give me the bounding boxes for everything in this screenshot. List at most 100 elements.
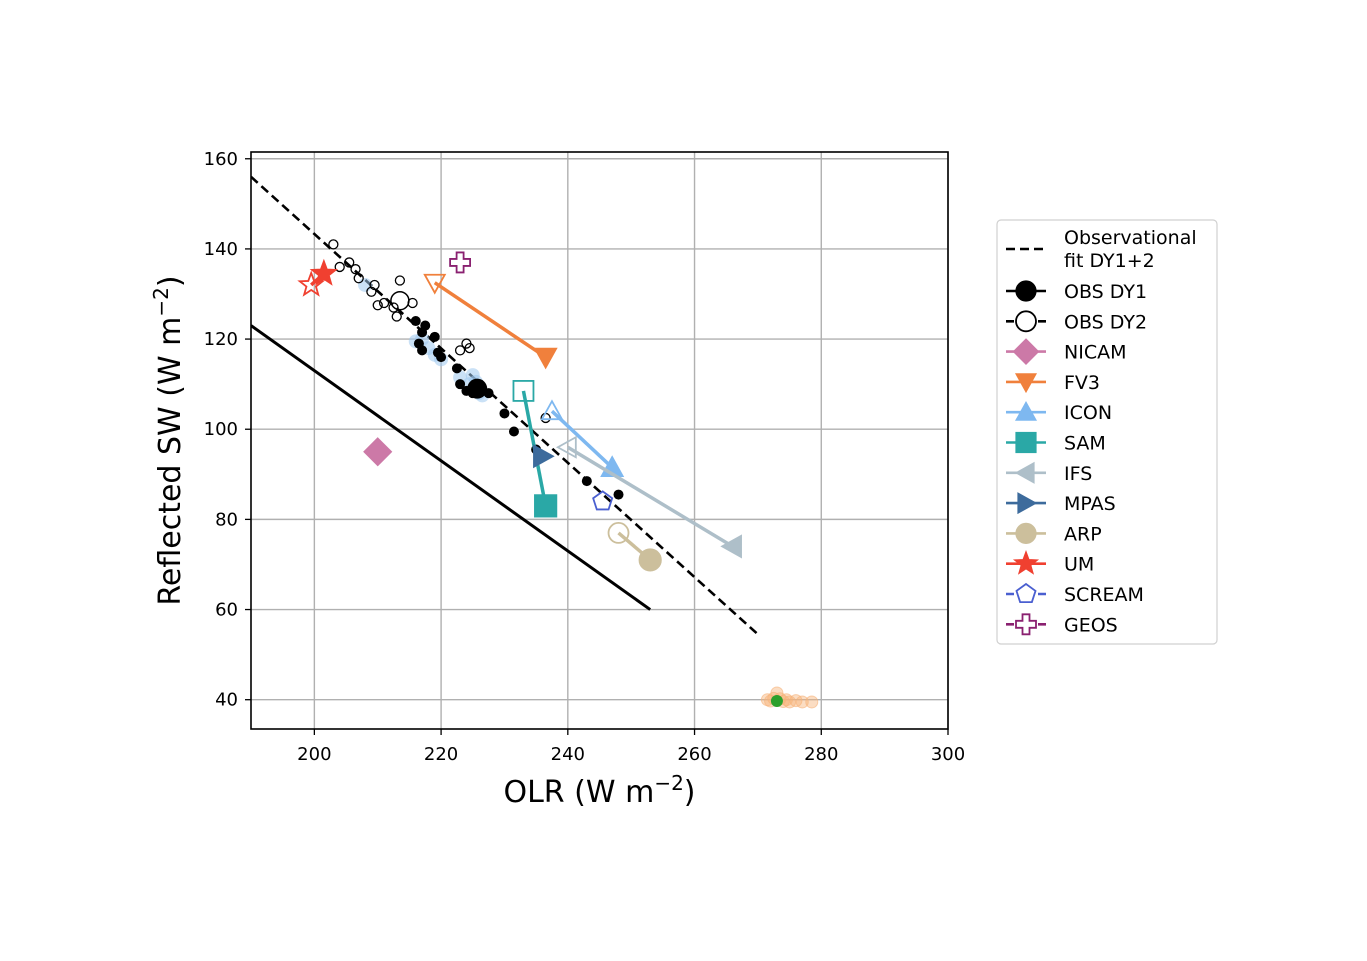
x-tick-label: 300	[931, 744, 965, 765]
obs-dy1-point	[436, 352, 447, 363]
legend-marker	[1017, 492, 1038, 515]
x-tick-label: 260	[677, 744, 711, 765]
y-tick-label: 140	[204, 239, 238, 260]
geos-dy2-marker	[449, 251, 472, 274]
legend-box	[996, 219, 1218, 645]
obs-dy1-point	[451, 363, 462, 374]
legend-label: ARP	[1064, 523, 1102, 545]
legend-marker	[1015, 522, 1037, 545]
obs-dy2-point	[328, 239, 339, 250]
legend-marker	[1012, 338, 1040, 365]
nicam-dy1-marker	[363, 437, 393, 467]
arp-dy2-marker	[607, 522, 630, 544]
obs-dy2-point	[464, 342, 475, 354]
obs-dy2-point	[391, 311, 402, 322]
legend-label: MPAS	[1064, 493, 1116, 515]
legend-label: Observational	[1064, 227, 1197, 249]
y-tick-label: 160	[204, 149, 238, 170]
legend-label: SAM	[1064, 433, 1106, 455]
legend-marker	[1015, 310, 1037, 333]
y-tick-label: 80	[215, 509, 238, 530]
legend-marker-bg	[1014, 612, 1038, 637]
legend-entry-5: FV3	[1006, 372, 1100, 394]
axis-ticks: 200 220 240 260 280 300 40 60 80 100 120 140 160	[204, 149, 966, 765]
fit-lines	[251, 175, 759, 636]
ifs-connector	[566, 445, 734, 548]
obs-dy2-point	[369, 279, 380, 291]
x-tick-label: 280	[804, 744, 838, 765]
legend-label: GEOS	[1064, 614, 1118, 636]
scream-dy2-marker	[592, 490, 614, 511]
obs-dy2-point	[372, 300, 383, 311]
legend-label: IFS	[1064, 463, 1092, 485]
legend-marker-bg	[1014, 309, 1038, 334]
obs-dy2-point	[366, 286, 377, 297]
obs-dy1-point	[499, 408, 510, 419]
obs-dy2-point	[334, 261, 345, 273]
legend-marker	[1014, 373, 1038, 394]
green-point	[770, 695, 783, 708]
obs-dy2-point	[350, 264, 361, 275]
obs-dy2-mean	[390, 291, 410, 311]
legend-marker	[1014, 461, 1035, 484]
plot-frame	[250, 151, 949, 730]
y-tick-label: 100	[204, 419, 238, 440]
legend-marker	[1015, 613, 1037, 636]
legend-entry-4: NICAM	[1006, 338, 1126, 365]
legend-entry-13: GEOS	[1006, 612, 1118, 637]
legend-label: NICAM	[1064, 342, 1126, 364]
obs-dy2-point	[344, 257, 355, 268]
legend-label: OBS DY2	[1064, 311, 1147, 333]
obs-dy2-point	[388, 302, 399, 313]
icon-dy2-marker	[540, 399, 564, 421]
y-axis-label: Reflected SW (W m−2)	[149, 275, 188, 605]
sam-dy1-marker	[534, 494, 558, 518]
data-marks	[297, 239, 819, 709]
obs-dy2-point	[353, 273, 364, 284]
orange-cluster-point	[805, 695, 819, 709]
obs-dy1-point	[410, 316, 421, 327]
legend-entry-12: SCREAM	[1006, 582, 1144, 606]
legend: Observational fit DY1+2 OBS DY1 OBS DY2 NIC…	[996, 219, 1218, 645]
legend-marker	[1012, 549, 1040, 575]
legend-entry-1: Observational fit DY1+2	[1006, 227, 1197, 272]
legend-marker	[1015, 280, 1037, 302]
obs-dy2-point	[394, 275, 406, 286]
legend-entry-3: OBS DY2	[1006, 309, 1147, 334]
legend-label: FV3	[1064, 372, 1100, 394]
arp-dy1-marker	[638, 548, 662, 572]
obs-dy1-mean	[467, 378, 488, 399]
obs-dy1-point	[613, 489, 624, 500]
fv3-dy1-marker	[533, 347, 558, 370]
legend-marker	[1015, 582, 1037, 603]
legend-label: fit DY1+2	[1064, 250, 1155, 272]
legend-entry-10: ARP	[1006, 522, 1102, 545]
obs-dy1-point	[420, 320, 431, 331]
ifs-dy2-marker	[555, 435, 577, 459]
legend-label: UM	[1064, 554, 1094, 576]
legend-entry-11: UM	[1006, 549, 1094, 576]
obs-dy1-point	[413, 338, 424, 349]
obs-dy1-point	[429, 331, 440, 342]
legend-entry-6: ICON	[1006, 400, 1112, 424]
obs-dy1-point	[508, 426, 519, 437]
obs-dy1-point	[455, 379, 466, 390]
um-dy1-marker	[309, 258, 339, 286]
fv3-connector	[433, 281, 547, 359]
legend-entry-2: OBS DY1	[1006, 280, 1147, 303]
x-tick-label: 200	[297, 744, 331, 765]
y-tick-label: 120	[204, 329, 238, 350]
icon-connector	[550, 409, 614, 469]
y-tick-label: 40	[215, 690, 238, 711]
observational-fit-line	[251, 175, 759, 636]
reference-line	[251, 324, 652, 611]
legend-entry-9: MPAS	[1006, 492, 1116, 515]
legend-label: SCREAM	[1064, 584, 1144, 606]
grid-lines	[251, 152, 949, 729]
legend-label: ICON	[1064, 402, 1112, 424]
obs-dy2-point	[378, 297, 390, 309]
x-tick-label: 220	[424, 744, 458, 765]
legend-entry-8: IFS	[1006, 461, 1092, 485]
ifs-dy1-marker	[720, 534, 742, 559]
